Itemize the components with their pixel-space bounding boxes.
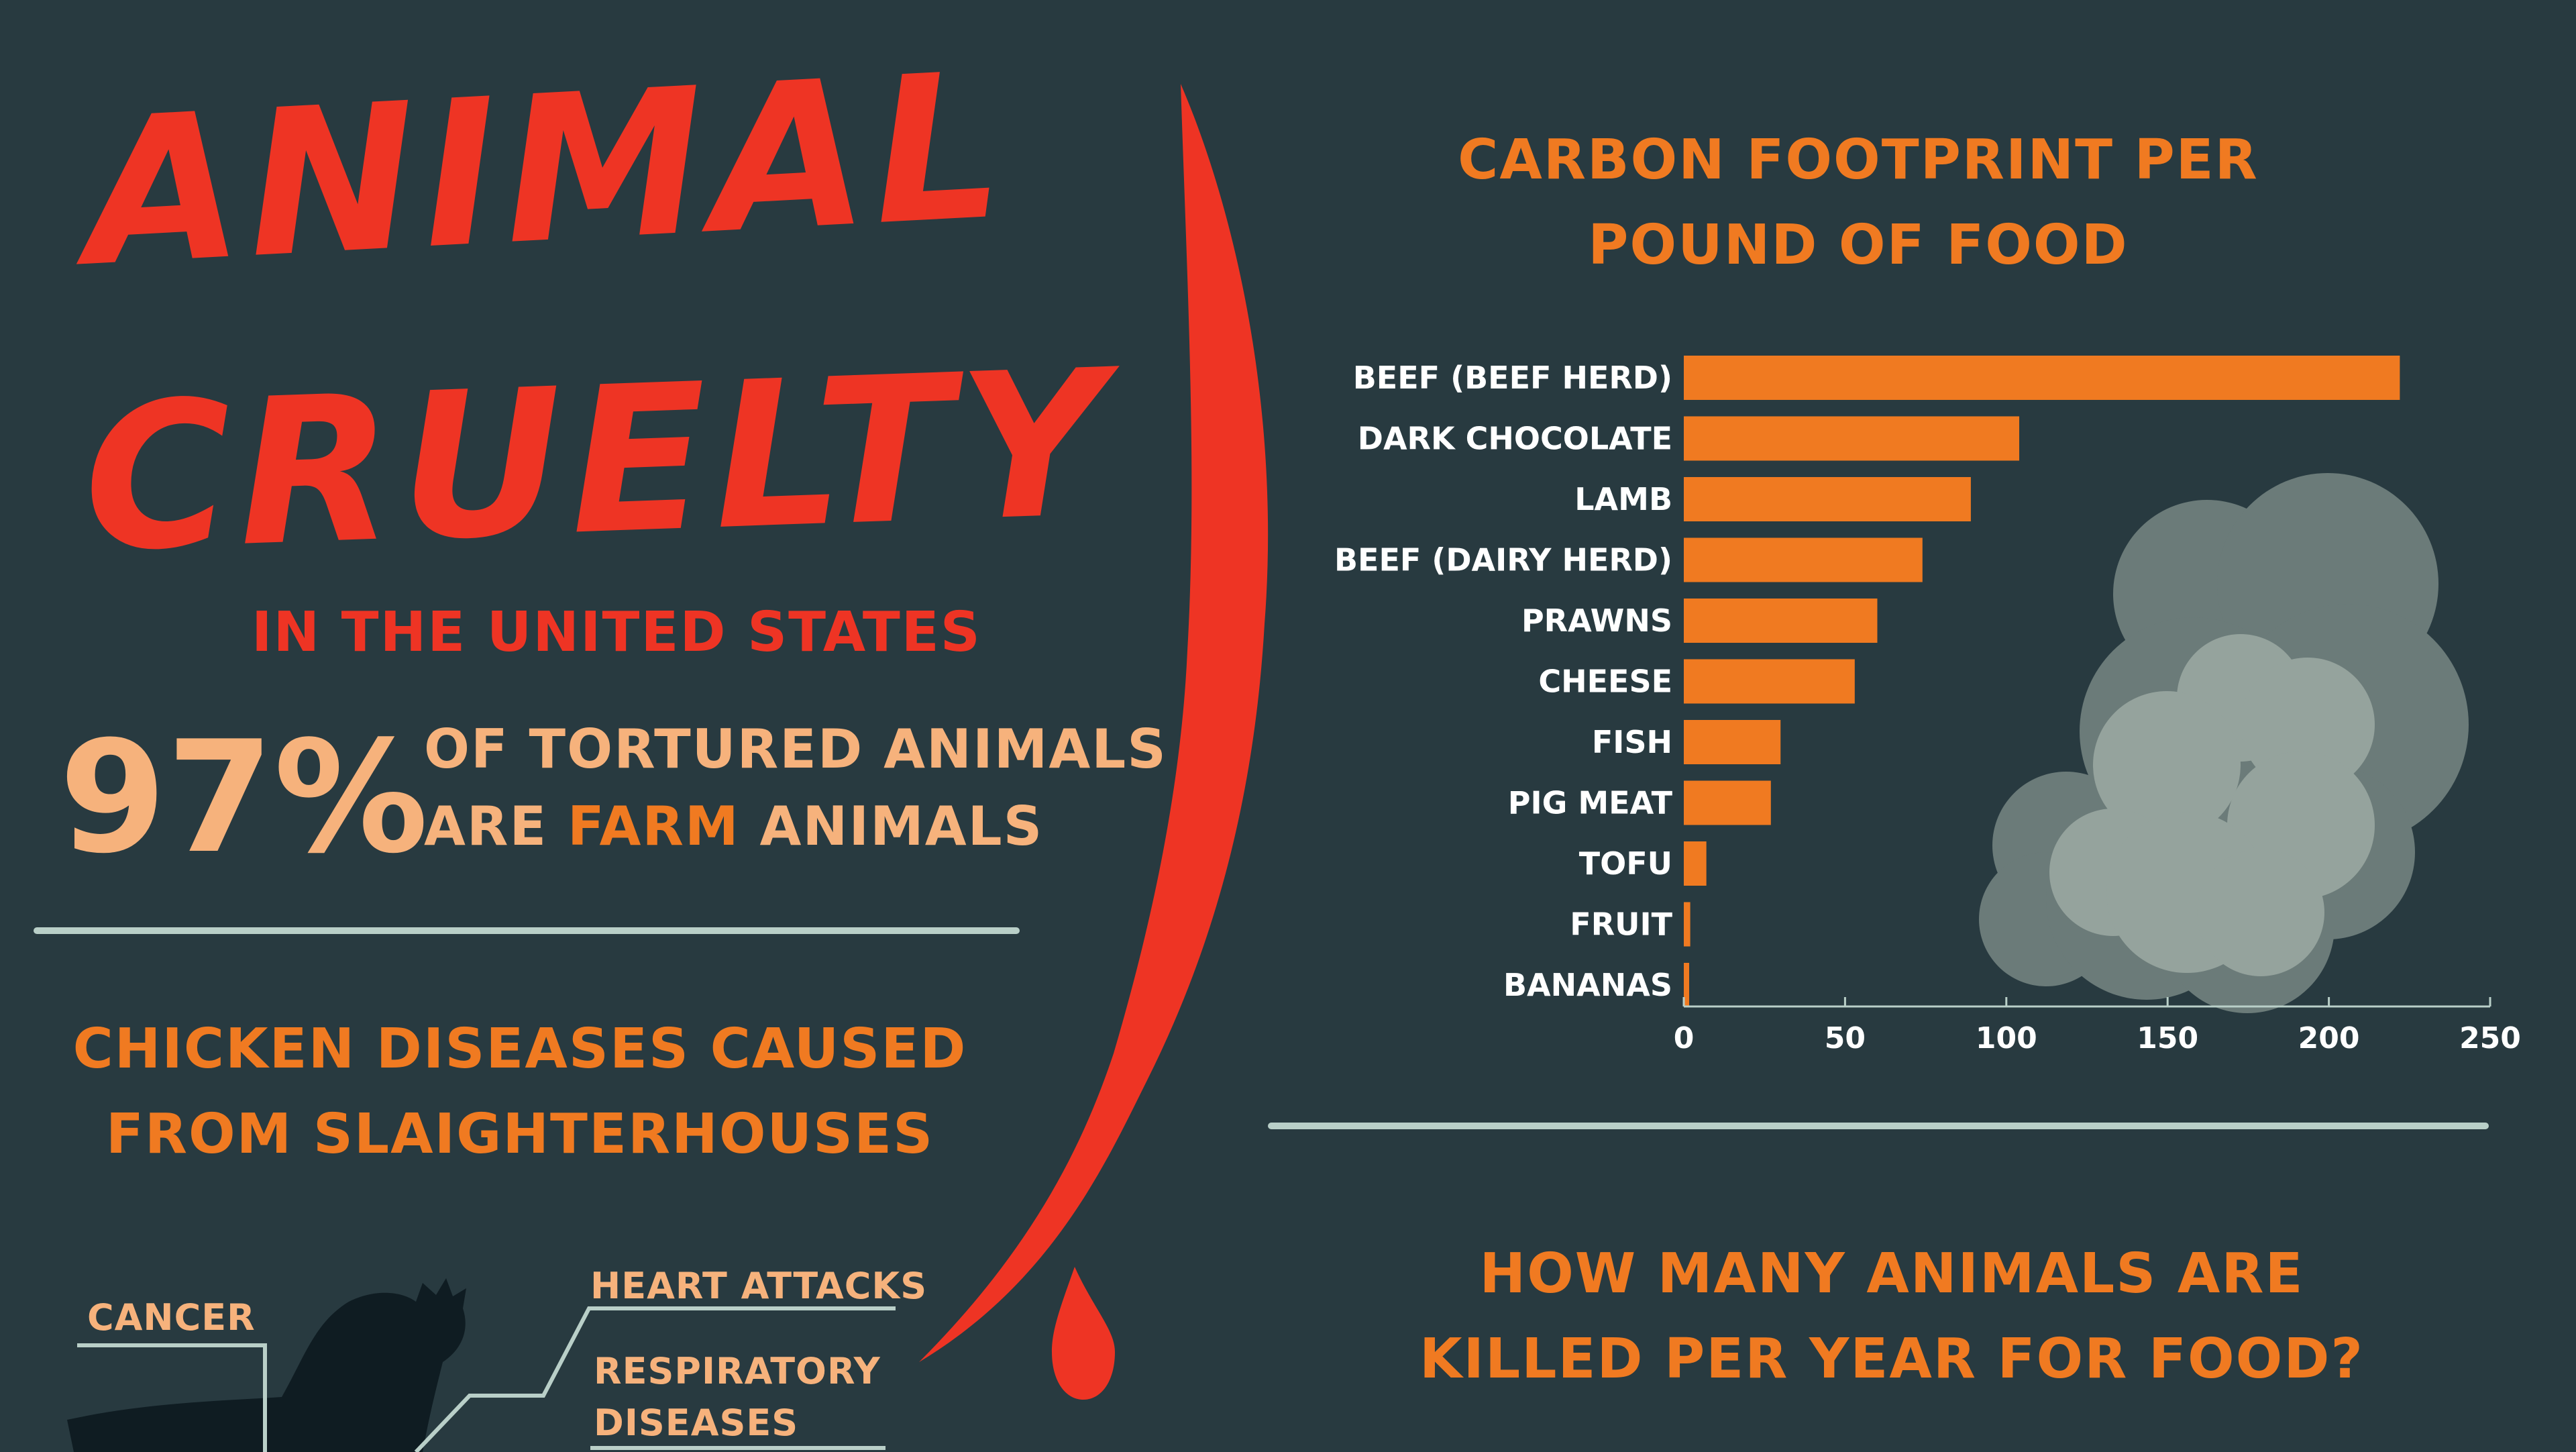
smoke-cloud-light [2049, 634, 2375, 976]
x-tick-label: 250 [2459, 1021, 2521, 1055]
x-tick-label: 50 [1825, 1021, 1866, 1055]
x-tick-label: 200 [2298, 1021, 2360, 1055]
bar [1684, 537, 1923, 582]
chicken-illustration [67, 1278, 896, 1452]
bar-label: BEEF (BEEF HERD) [1353, 360, 1672, 396]
chart-bars: BEEF (BEEF HERD) DARK CHOCOLATE LAMB BEEF (… [1334, 356, 2400, 1007]
bar-label: DARK CHOCOLATE [1358, 421, 1672, 457]
stat-text-highlight: FARM [568, 795, 740, 858]
killed-title-line1: HOW MANY ANIMALS ARE [1479, 1242, 2304, 1306]
blood-slash [919, 84, 1269, 1400]
bar-label: PRAWNS [1521, 603, 1672, 639]
bar-label: CHEESE [1538, 664, 1672, 700]
subtitle: IN THE UNITED STATES [252, 601, 981, 664]
bar [1684, 356, 2400, 400]
chart-x-axis: 0 50 100 150 200 250 [1674, 997, 2521, 1055]
bar-label: BANANAS [1503, 967, 1672, 1003]
x-tick-label: 0 [1674, 1021, 1695, 1055]
stat-text-suffix: ANIMALS [739, 795, 1044, 858]
stat-text-line2: ARE FARM ANIMALS [424, 795, 1043, 858]
stat-text-prefix: ARE [424, 795, 568, 858]
bar-label: BEEF (DAIRY HERD) [1334, 542, 1672, 578]
bar [1684, 841, 1707, 886]
bar [1684, 659, 1855, 704]
bar-label: PIG MEAT [1508, 785, 1673, 821]
callout-line-heart [414, 1306, 896, 1452]
smoke-cloud [1979, 473, 2469, 1013]
bar [1684, 780, 1771, 825]
killed-title: HOW MANY ANIMALS ARE KILLED PER YEAR FOR… [1295, 1231, 2489, 1402]
callout-cancer: CANCER [87, 1296, 256, 1339]
stat-percentage: 97% [59, 709, 429, 888]
chart-title-line2: POUND OF FOOD [1588, 213, 2129, 278]
x-tick-label: 100 [1976, 1021, 2037, 1055]
bar [1684, 720, 1781, 764]
killed-title-line2: KILLED PER YEAR FOR FOOD? [1419, 1327, 2364, 1392]
stat-text-line1: OF TORTURED ANIMALS [424, 718, 1167, 780]
callout-respiratory: RESPIRATORY [594, 1350, 881, 1392]
bar [1684, 902, 1690, 947]
callout-heart-attacks: HEART ATTACKS [590, 1265, 928, 1307]
bar-label: TOFU [1579, 845, 1672, 882]
callout-diseases: DISEASES [594, 1402, 799, 1444]
diseases-title-line1: CHICKEN DISEASES CAUSED [72, 1017, 967, 1081]
blood-drip [1052, 1267, 1115, 1400]
bar [1684, 963, 1689, 1007]
bar-label: FRUIT [1570, 906, 1672, 943]
bar [1684, 599, 1878, 643]
diseases-title: CHICKEN DISEASES CAUSED FROM SLAIGHTERHO… [27, 1006, 1013, 1177]
bar-label: LAMB [1574, 481, 1672, 517]
chicken-icon [67, 1278, 466, 1452]
callout-line-cancer [77, 1343, 267, 1452]
diseases-title-line2: FROM SLAIGHTERHOUSES [105, 1102, 934, 1167]
bar [1684, 477, 1971, 521]
x-tick-label: 150 [2137, 1021, 2198, 1055]
bar [1684, 416, 2020, 461]
chart-title: CARBON FOOTPRINT PER POUND OF FOOD [1261, 117, 2455, 288]
blood-streak [919, 84, 1269, 1362]
right-divider [1268, 1123, 2489, 1129]
chart-title-line1: CARBON FOOTPRINT PER [1458, 128, 2259, 192]
bar-label: FISH [1592, 724, 1672, 760]
left-divider [34, 927, 1020, 934]
